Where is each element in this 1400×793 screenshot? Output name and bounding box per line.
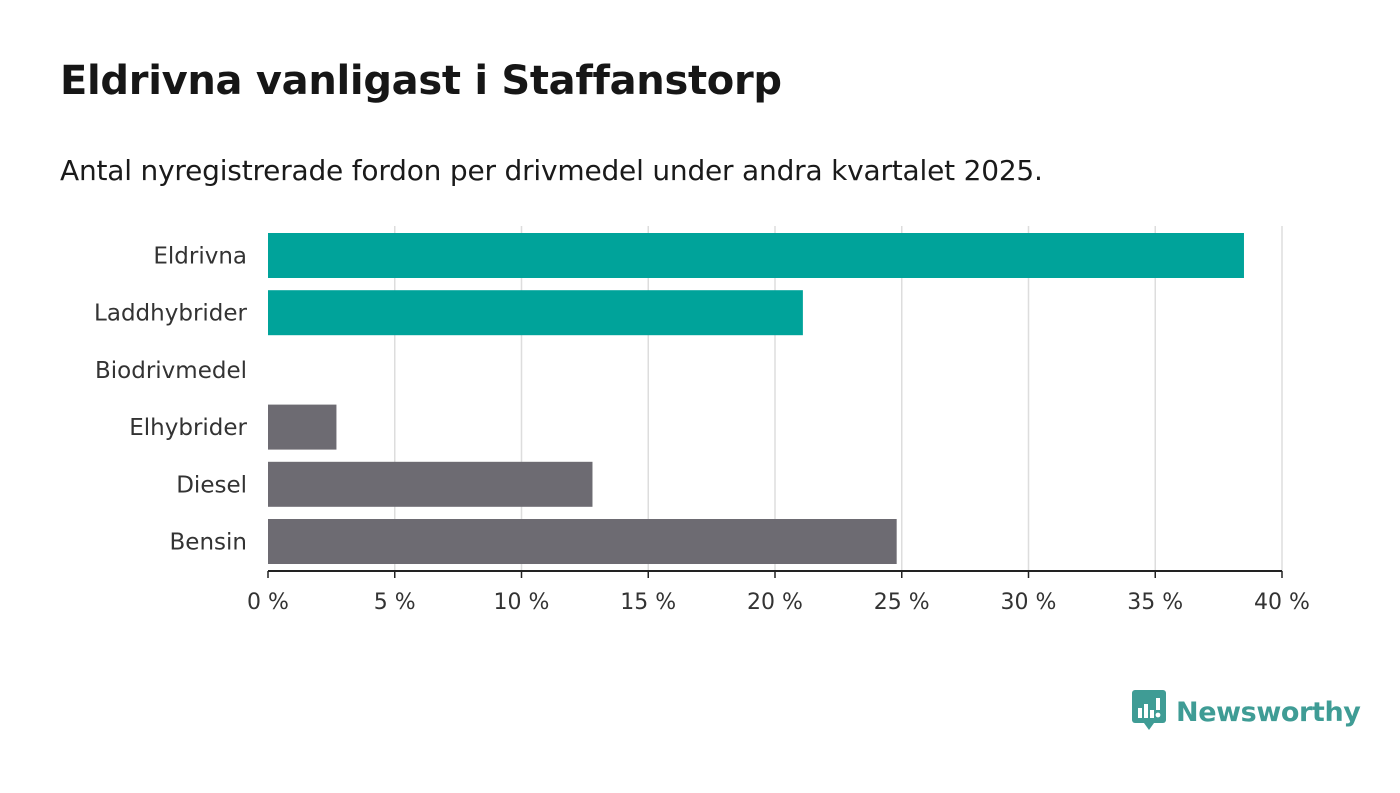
bar <box>268 519 897 564</box>
x-tick-label: 15 % <box>620 590 676 615</box>
x-tick-label: 5 % <box>374 590 416 615</box>
bar <box>268 404 337 450</box>
x-tick-label: 30 % <box>1001 590 1057 615</box>
x-tick-label: 0 % <box>247 590 289 615</box>
category-label: Bensin <box>170 530 247 556</box>
brand-name: Newsworthy <box>1176 696 1361 728</box>
newsworthy-logo-icon <box>1132 690 1166 734</box>
brand-logo: Newsworthy <box>1132 690 1361 734</box>
category-label: Laddhybrider <box>94 301 247 327</box>
chart-subtitle: Antal nyregistrerade fordon per drivmede… <box>60 154 1043 187</box>
category-label: Elhybrider <box>129 415 247 441</box>
x-tick-label: 25 % <box>874 590 930 615</box>
category-label: Biodrivmedel <box>95 358 247 384</box>
x-tick-label: 20 % <box>747 590 803 615</box>
category-label: Diesel <box>176 472 247 498</box>
bar <box>268 290 803 336</box>
bar <box>268 461 593 507</box>
bar <box>268 233 1244 278</box>
category-label: Eldrivna <box>153 244 247 270</box>
x-tick-label: 40 % <box>1254 590 1310 615</box>
x-tick-label: 35 % <box>1127 590 1183 615</box>
x-tick-label: 10 % <box>494 590 550 615</box>
chart-title: Eldrivna vanligast i Staffanstorp <box>60 58 782 104</box>
